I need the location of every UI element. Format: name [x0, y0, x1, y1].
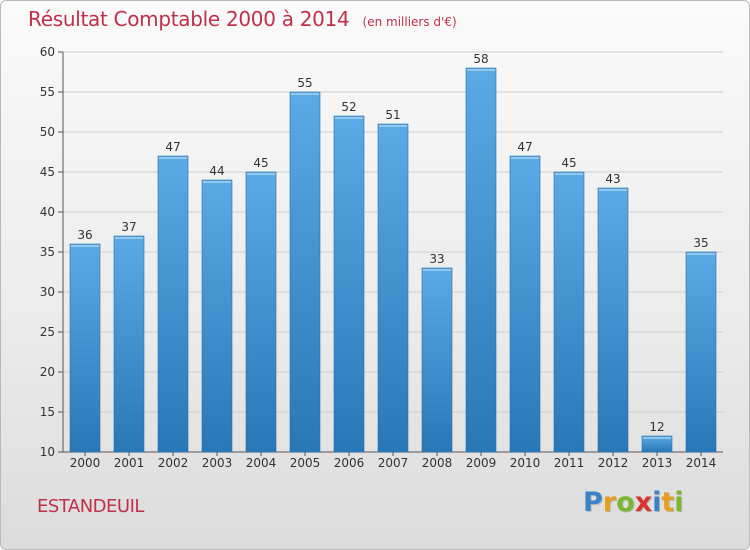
- logo-letter: o: [616, 487, 635, 518]
- chart-unit-text: (en milliers d'€): [362, 15, 457, 29]
- bar: [553, 171, 585, 453]
- data-label: 33: [429, 252, 444, 266]
- logo-letter: x: [634, 487, 653, 518]
- bar: [157, 155, 189, 453]
- x-tick-label: 2013: [642, 456, 673, 470]
- x-tick-label: 2005: [290, 456, 321, 470]
- bar-highlight: [555, 173, 583, 175]
- chart-title-text: Résultat Comptable 2000 à 2014: [28, 7, 350, 31]
- bars: [69, 67, 717, 453]
- data-label: 12: [649, 420, 664, 434]
- y-tick-label: 20: [40, 365, 55, 379]
- bar: [465, 67, 497, 453]
- bar: [597, 187, 629, 453]
- x-tick-label: 2004: [246, 456, 277, 470]
- x-tick-label: 2002: [158, 456, 189, 470]
- y-tick-label: 15: [40, 405, 55, 419]
- bar: [69, 243, 101, 453]
- logo-letter: i: [652, 487, 662, 518]
- bar-highlight: [643, 437, 671, 439]
- bar: [509, 155, 541, 453]
- bar-highlight: [379, 125, 407, 127]
- bar-highlight: [335, 117, 363, 119]
- bar-highlight: [599, 189, 627, 191]
- labels: 10 15 20 25 30 35 40 45 50 55 60 36 2000 37 2001 47 2002…: [40, 45, 717, 470]
- y-tick-label: 10: [40, 445, 55, 459]
- bar: [685, 251, 717, 453]
- data-label: 45: [561, 156, 576, 170]
- data-label: 45: [253, 156, 268, 170]
- x-tick-label: 2003: [202, 456, 233, 470]
- bar: [641, 435, 673, 453]
- x-tick-label: 2008: [422, 456, 453, 470]
- logo-letter: P: [583, 487, 603, 518]
- y-tick-label: 55: [40, 85, 55, 99]
- x-tick-label: 2010: [510, 456, 541, 470]
- y-tick-label: 30: [40, 285, 55, 299]
- x-tick-label: 2012: [598, 456, 629, 470]
- data-label: 36: [77, 228, 92, 242]
- bar-highlight: [687, 253, 715, 255]
- data-label: 55: [297, 76, 312, 90]
- y-tick-label: 35: [40, 245, 55, 259]
- data-label: 44: [209, 164, 224, 178]
- x-tick-label: 2011: [554, 456, 585, 470]
- y-tick-label: 45: [40, 165, 55, 179]
- y-tick-label: 25: [40, 325, 55, 339]
- bar-highlight: [423, 269, 451, 271]
- data-label: 51: [385, 108, 400, 122]
- logo-letter: r: [602, 487, 617, 518]
- bar: [333, 115, 365, 453]
- logo-letter: i: [674, 487, 684, 518]
- proxiti-logo: Proxiti: [583, 487, 684, 518]
- x-tick-label: 2000: [70, 456, 101, 470]
- bar-highlight: [159, 157, 187, 159]
- x-tick-label: 2006: [334, 456, 365, 470]
- x-tick-label: 2009: [466, 456, 497, 470]
- bar: [289, 91, 321, 453]
- bar: [201, 179, 233, 453]
- bar: [377, 123, 409, 453]
- data-label: 35: [693, 236, 708, 250]
- data-label: 58: [473, 52, 488, 66]
- data-label: 52: [341, 100, 356, 114]
- x-tick-label: 2007: [378, 456, 409, 470]
- bar: [245, 171, 277, 453]
- data-label: 37: [121, 220, 136, 234]
- bar-highlight: [247, 173, 275, 175]
- x-tick-label: 2014: [686, 456, 717, 470]
- bar-highlight: [115, 237, 143, 239]
- x-tick-label: 2001: [114, 456, 145, 470]
- y-tick-label: 50: [40, 125, 55, 139]
- bar-highlight: [467, 69, 495, 71]
- chart-title: Résultat Comptable 2000 à 2014 (en milli…: [28, 7, 457, 31]
- bar: [421, 267, 453, 453]
- logo-letter: t: [661, 487, 675, 518]
- y-tick-label: 40: [40, 205, 55, 219]
- data-label: 47: [517, 140, 532, 154]
- bar-highlight: [71, 245, 99, 247]
- data-label: 43: [605, 172, 620, 186]
- y-tick-label: 60: [40, 45, 55, 59]
- bar-highlight: [291, 93, 319, 95]
- data-label: 47: [165, 140, 180, 154]
- bar-highlight: [203, 181, 231, 183]
- bar: [113, 235, 145, 453]
- commune-name: ESTANDEUIL: [37, 496, 144, 517]
- bar-highlight: [511, 157, 539, 159]
